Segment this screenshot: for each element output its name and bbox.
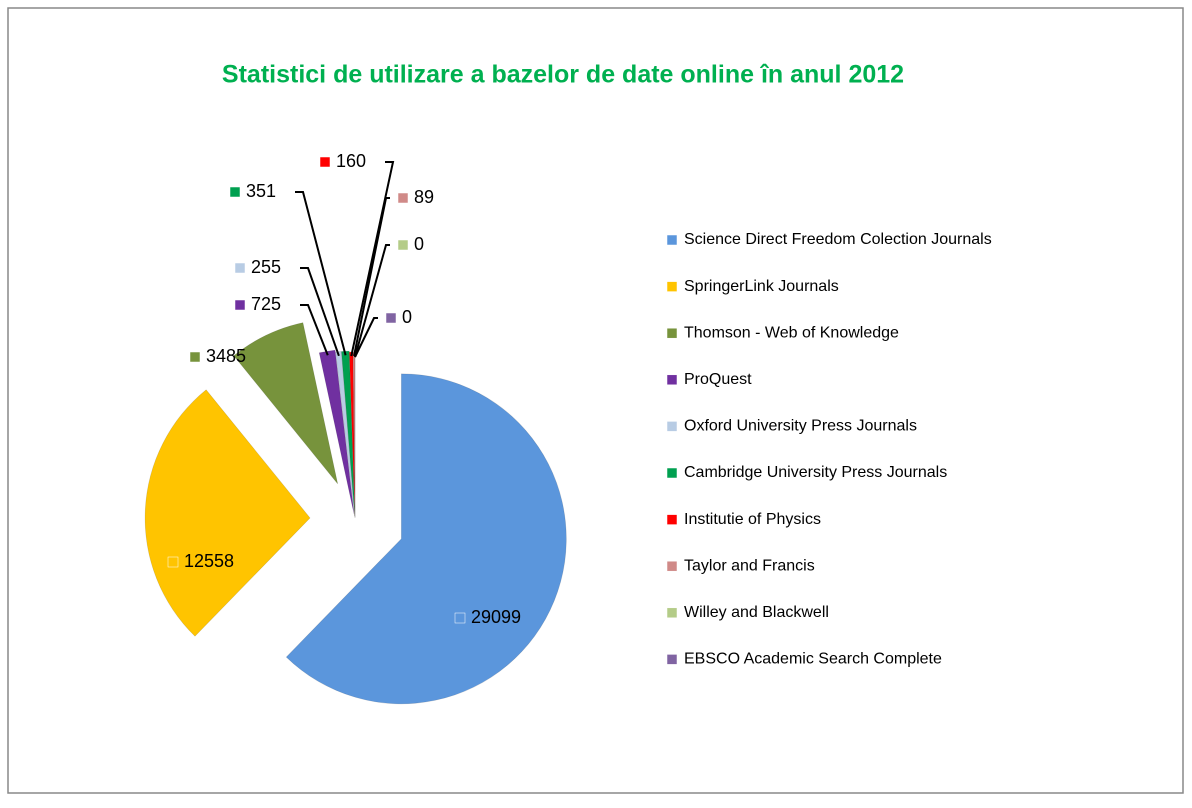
legend-label: Cambridge University Press Journals [684,464,947,481]
data-label: 0 [414,234,424,254]
data-label: 351 [246,181,276,201]
data-label: 29099 [471,607,521,627]
legend-label: Institutie of Physics [684,511,821,528]
data-label: 725 [251,294,281,314]
legend-marker [666,281,678,292]
data-label: 255 [251,257,281,277]
pie-slice [144,389,311,637]
legend-marker [666,560,678,572]
data-label: 160 [336,151,366,171]
legend-label: EBSCO Academic Search Complete [684,651,942,668]
leader-line [300,304,329,356]
pie-slice [233,322,339,485]
data-label: 89 [414,187,434,207]
leader-line [295,191,347,356]
label-marker [189,351,201,363]
data-label: 0 [402,307,412,327]
label-marker [234,262,246,274]
data-label: 3485 [206,346,246,366]
legend-label: Willey and Blackwell [684,604,829,621]
label-marker [397,192,409,204]
legend-marker [666,654,678,665]
label-marker [454,612,466,624]
legend-label: SpringerLink Journals [684,278,839,295]
legend-marker [666,234,678,246]
legend-label: Oxford University Press Journals [684,418,917,435]
label-marker [229,186,241,198]
label-marker [385,312,397,324]
leader-line [300,267,340,357]
legend-label: Thomson - Web of Knowledge [684,324,899,341]
legend-marker [666,514,678,525]
legend-marker [666,607,678,619]
data-label: 12558 [184,551,234,571]
chart-frame [7,7,1184,794]
label-marker [397,239,409,251]
legend-label: Taylor and Francis [684,557,815,574]
label-marker [319,156,331,168]
legend-marker [666,327,678,339]
pie: 29099 12558 3485 725 255 351 160 89 0 0 [144,151,567,705]
leader-line [353,197,390,357]
pie-slice [285,373,567,705]
leader-line [354,317,378,358]
leader-line [354,244,390,358]
leader-line [350,161,395,357]
label-marker [234,299,246,311]
label-marker [167,556,179,568]
legend-marker [666,467,678,479]
chart-title: Statistici de utilizare a bazelor de dat… [222,61,904,89]
legend: Science Direct Freedom Colection Journal… [666,231,992,668]
legend-marker [666,374,678,386]
legend-label: ProQuest [684,371,752,388]
legend-label: Science Direct Freedom Colection Journal… [684,231,992,248]
legend-marker [666,421,678,432]
